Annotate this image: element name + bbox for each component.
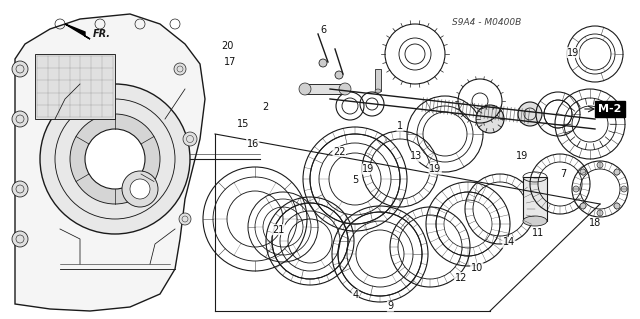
Bar xyxy=(523,177,547,221)
Circle shape xyxy=(299,83,311,95)
Text: 19: 19 xyxy=(362,164,374,174)
Text: S9A4 - M0400B: S9A4 - M0400B xyxy=(452,18,521,27)
Text: 13: 13 xyxy=(410,151,422,161)
Text: M-2: M-2 xyxy=(598,104,621,114)
Bar xyxy=(305,84,345,94)
Text: 11: 11 xyxy=(531,228,544,238)
Text: 22: 22 xyxy=(333,146,346,157)
Text: 1: 1 xyxy=(397,121,403,131)
Circle shape xyxy=(597,210,603,216)
Circle shape xyxy=(573,186,579,192)
Circle shape xyxy=(614,203,620,209)
Text: FR.: FR. xyxy=(93,29,111,39)
Circle shape xyxy=(319,59,327,67)
Circle shape xyxy=(130,179,150,199)
Circle shape xyxy=(179,213,191,225)
Circle shape xyxy=(614,169,620,175)
Circle shape xyxy=(335,71,343,79)
Circle shape xyxy=(40,84,190,234)
Circle shape xyxy=(597,162,603,168)
Circle shape xyxy=(12,61,28,77)
Text: 9: 9 xyxy=(387,301,394,311)
Circle shape xyxy=(12,111,28,127)
Circle shape xyxy=(183,132,197,146)
Text: 14: 14 xyxy=(502,237,515,248)
Circle shape xyxy=(70,114,160,204)
Circle shape xyxy=(580,169,586,175)
Circle shape xyxy=(339,83,351,95)
Text: 17: 17 xyxy=(224,57,237,67)
Text: 16: 16 xyxy=(246,138,259,149)
Circle shape xyxy=(12,181,28,197)
Text: 15: 15 xyxy=(237,119,250,130)
Text: 7: 7 xyxy=(560,169,566,179)
Text: 12: 12 xyxy=(454,272,467,283)
Text: 10: 10 xyxy=(470,263,483,273)
Ellipse shape xyxy=(523,216,547,226)
Text: 4: 4 xyxy=(352,290,358,300)
Circle shape xyxy=(122,171,158,207)
Polygon shape xyxy=(15,14,205,311)
Text: 21: 21 xyxy=(272,225,285,235)
Circle shape xyxy=(621,186,627,192)
Ellipse shape xyxy=(375,89,381,93)
Polygon shape xyxy=(65,24,90,39)
Circle shape xyxy=(518,102,542,126)
Text: 2: 2 xyxy=(262,102,269,112)
Text: 19: 19 xyxy=(429,164,442,174)
Text: 20: 20 xyxy=(221,41,234,51)
Text: 18: 18 xyxy=(589,218,602,228)
Circle shape xyxy=(476,105,504,133)
Text: 6: 6 xyxy=(320,25,326,35)
Text: 19: 19 xyxy=(566,48,579,58)
Circle shape xyxy=(12,231,28,247)
Circle shape xyxy=(580,203,586,209)
Circle shape xyxy=(85,129,145,189)
Circle shape xyxy=(174,63,186,75)
Bar xyxy=(35,54,115,119)
Text: 19: 19 xyxy=(515,151,528,161)
Bar xyxy=(375,69,381,91)
Text: 5: 5 xyxy=(352,175,358,185)
